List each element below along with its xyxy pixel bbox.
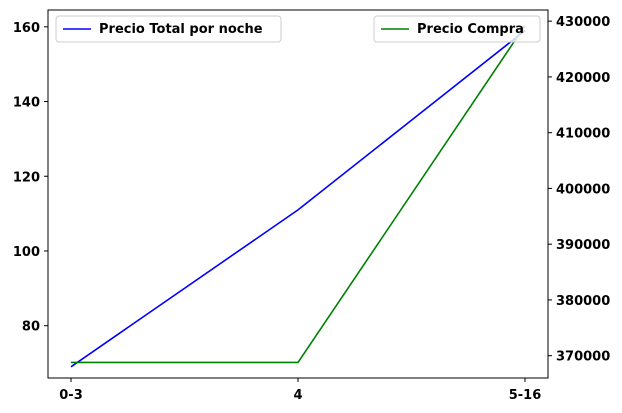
right-y-axis: 370000 380000 390000 400000 410000 420000 4300… bbox=[548, 15, 610, 365]
right-tick-label: 410000 bbox=[556, 127, 610, 142]
legend-right: Precio Compra bbox=[373, 15, 541, 43]
series-lines bbox=[70, 25, 526, 368]
plot-frame bbox=[47, 9, 549, 379]
left-y-axis: 80 100 120 140 160 bbox=[13, 21, 48, 335]
series-line-0 bbox=[70, 29, 526, 368]
right-tick-label: 390000 bbox=[556, 238, 610, 253]
right-tick-label: 400000 bbox=[556, 182, 610, 197]
legend-label-precio-total: Precio Total por noche bbox=[99, 22, 263, 37]
legend-label-precio-compra: Precio Compra bbox=[417, 22, 524, 37]
left-tick-label: 100 bbox=[13, 245, 40, 260]
left-tick-label: 80 bbox=[22, 320, 40, 335]
left-tick-label: 120 bbox=[13, 170, 40, 185]
legend-left: Precio Total por noche bbox=[55, 15, 282, 43]
series-line-1 bbox=[71, 25, 526, 364]
x-tick-label: 5-16 bbox=[509, 388, 542, 403]
x-axis: 0-3 4 5-16 bbox=[59, 378, 541, 403]
right-tick-label: 370000 bbox=[556, 350, 610, 365]
left-tick-label: 160 bbox=[13, 21, 40, 36]
x-tick-label: 0-3 bbox=[59, 388, 83, 403]
right-tick-label: 430000 bbox=[556, 15, 610, 30]
left-tick-label: 140 bbox=[13, 96, 40, 111]
right-tick-label: 380000 bbox=[556, 294, 610, 309]
x-tick-label: 4 bbox=[293, 388, 302, 403]
right-tick-label: 420000 bbox=[556, 71, 610, 86]
